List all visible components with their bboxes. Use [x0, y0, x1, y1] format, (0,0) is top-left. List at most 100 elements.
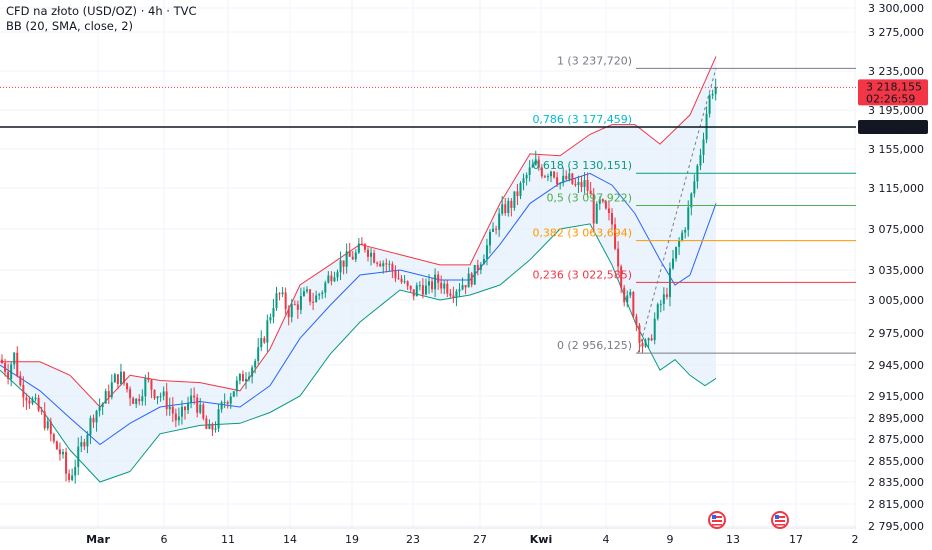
candle	[330, 271, 333, 286]
time-tick: 4	[603, 533, 610, 546]
candle	[455, 289, 458, 307]
candle	[251, 365, 254, 384]
candle	[83, 438, 86, 450]
candle	[397, 270, 400, 280]
candle	[614, 217, 617, 251]
candle	[363, 242, 366, 253]
candle	[299, 287, 302, 315]
candle	[604, 200, 607, 210]
candle	[635, 313, 638, 332]
candle	[245, 372, 247, 390]
candle	[153, 389, 156, 401]
candle	[437, 271, 440, 290]
candle	[388, 260, 391, 272]
candle	[132, 396, 135, 404]
candle	[37, 394, 40, 412]
candle	[687, 200, 690, 237]
candle	[52, 432, 55, 444]
candle	[354, 249, 357, 263]
horizontal-line-price-text: 3 177,575	[866, 121, 928, 134]
candle	[458, 282, 461, 297]
candle	[290, 299, 293, 323]
candle	[324, 280, 327, 298]
candle	[113, 372, 116, 383]
candle	[522, 173, 525, 191]
price-tick: 2 855,000	[868, 455, 924, 468]
fib-label-0: 0 (2 956,125)	[557, 339, 632, 352]
symbol-title[interactable]: CFD na złoto (USD/OZ) · 4h · TVC	[6, 4, 197, 18]
candle	[180, 400, 183, 425]
candle	[659, 299, 662, 313]
candle	[190, 388, 193, 409]
candle	[107, 384, 110, 405]
candle	[184, 405, 186, 420]
candle	[296, 300, 299, 319]
candle	[339, 251, 342, 281]
candle	[46, 416, 49, 431]
candle	[116, 374, 119, 390]
candle	[275, 286, 278, 311]
candle	[318, 292, 321, 300]
candle	[171, 397, 174, 423]
event-markers[interactable]	[708, 511, 789, 529]
candle	[1, 354, 3, 365]
time-tick: 6	[161, 533, 168, 546]
candle	[650, 334, 653, 342]
candle	[141, 389, 144, 406]
candle	[400, 274, 403, 285]
indicator-title[interactable]: BB (20, SMA, close, 2)	[6, 19, 133, 33]
candle	[519, 181, 522, 200]
candle	[513, 191, 516, 211]
candle	[546, 173, 549, 182]
candle	[187, 396, 190, 414]
candle	[653, 312, 656, 345]
time-tick: 2	[852, 533, 859, 546]
candle	[611, 208, 613, 231]
candle	[254, 358, 257, 374]
candle	[217, 403, 220, 433]
candle	[269, 313, 272, 324]
time-axis[interactable]: Mar 6 11 14 19 23 27 Kwi 4 9 13 17 2	[86, 533, 858, 546]
time-tick: 11	[221, 533, 235, 546]
price-tick: 2 795,000	[868, 520, 924, 533]
candle	[348, 242, 351, 257]
candle	[495, 225, 498, 235]
candle	[202, 402, 205, 421]
time-tick: 14	[283, 533, 297, 546]
price-tick: 2 835,000	[868, 476, 924, 489]
us-flag-icon[interactable]	[771, 511, 789, 529]
candle	[556, 172, 559, 188]
candle	[144, 374, 147, 406]
candle	[266, 314, 269, 352]
candle	[260, 330, 263, 352]
us-flag-icon[interactable]	[708, 511, 726, 529]
candle	[80, 435, 83, 453]
bollinger-lower-line	[0, 223, 717, 483]
candle	[431, 278, 434, 293]
candle	[626, 290, 629, 308]
candle	[68, 469, 71, 483]
candle	[678, 237, 681, 255]
candle	[336, 269, 339, 282]
candle	[25, 393, 28, 410]
horizontal-line-tag	[858, 119, 928, 134]
time-tick: 17	[789, 533, 803, 546]
candle	[641, 339, 644, 353]
candle	[418, 281, 421, 291]
candle	[672, 249, 674, 271]
candle	[424, 278, 427, 296]
candle	[501, 196, 504, 216]
candle	[162, 386, 165, 401]
candle	[489, 229, 491, 254]
candle	[58, 442, 61, 461]
candle	[257, 338, 260, 365]
candle	[485, 238, 488, 266]
candle	[620, 264, 623, 294]
candle	[675, 246, 678, 262]
price-tick: 3 300,000	[868, 2, 924, 15]
fib-label-0.786: 0,786 (3 177,459)	[532, 113, 632, 126]
candle	[699, 148, 702, 171]
candle	[690, 192, 693, 216]
candle	[708, 93, 711, 118]
